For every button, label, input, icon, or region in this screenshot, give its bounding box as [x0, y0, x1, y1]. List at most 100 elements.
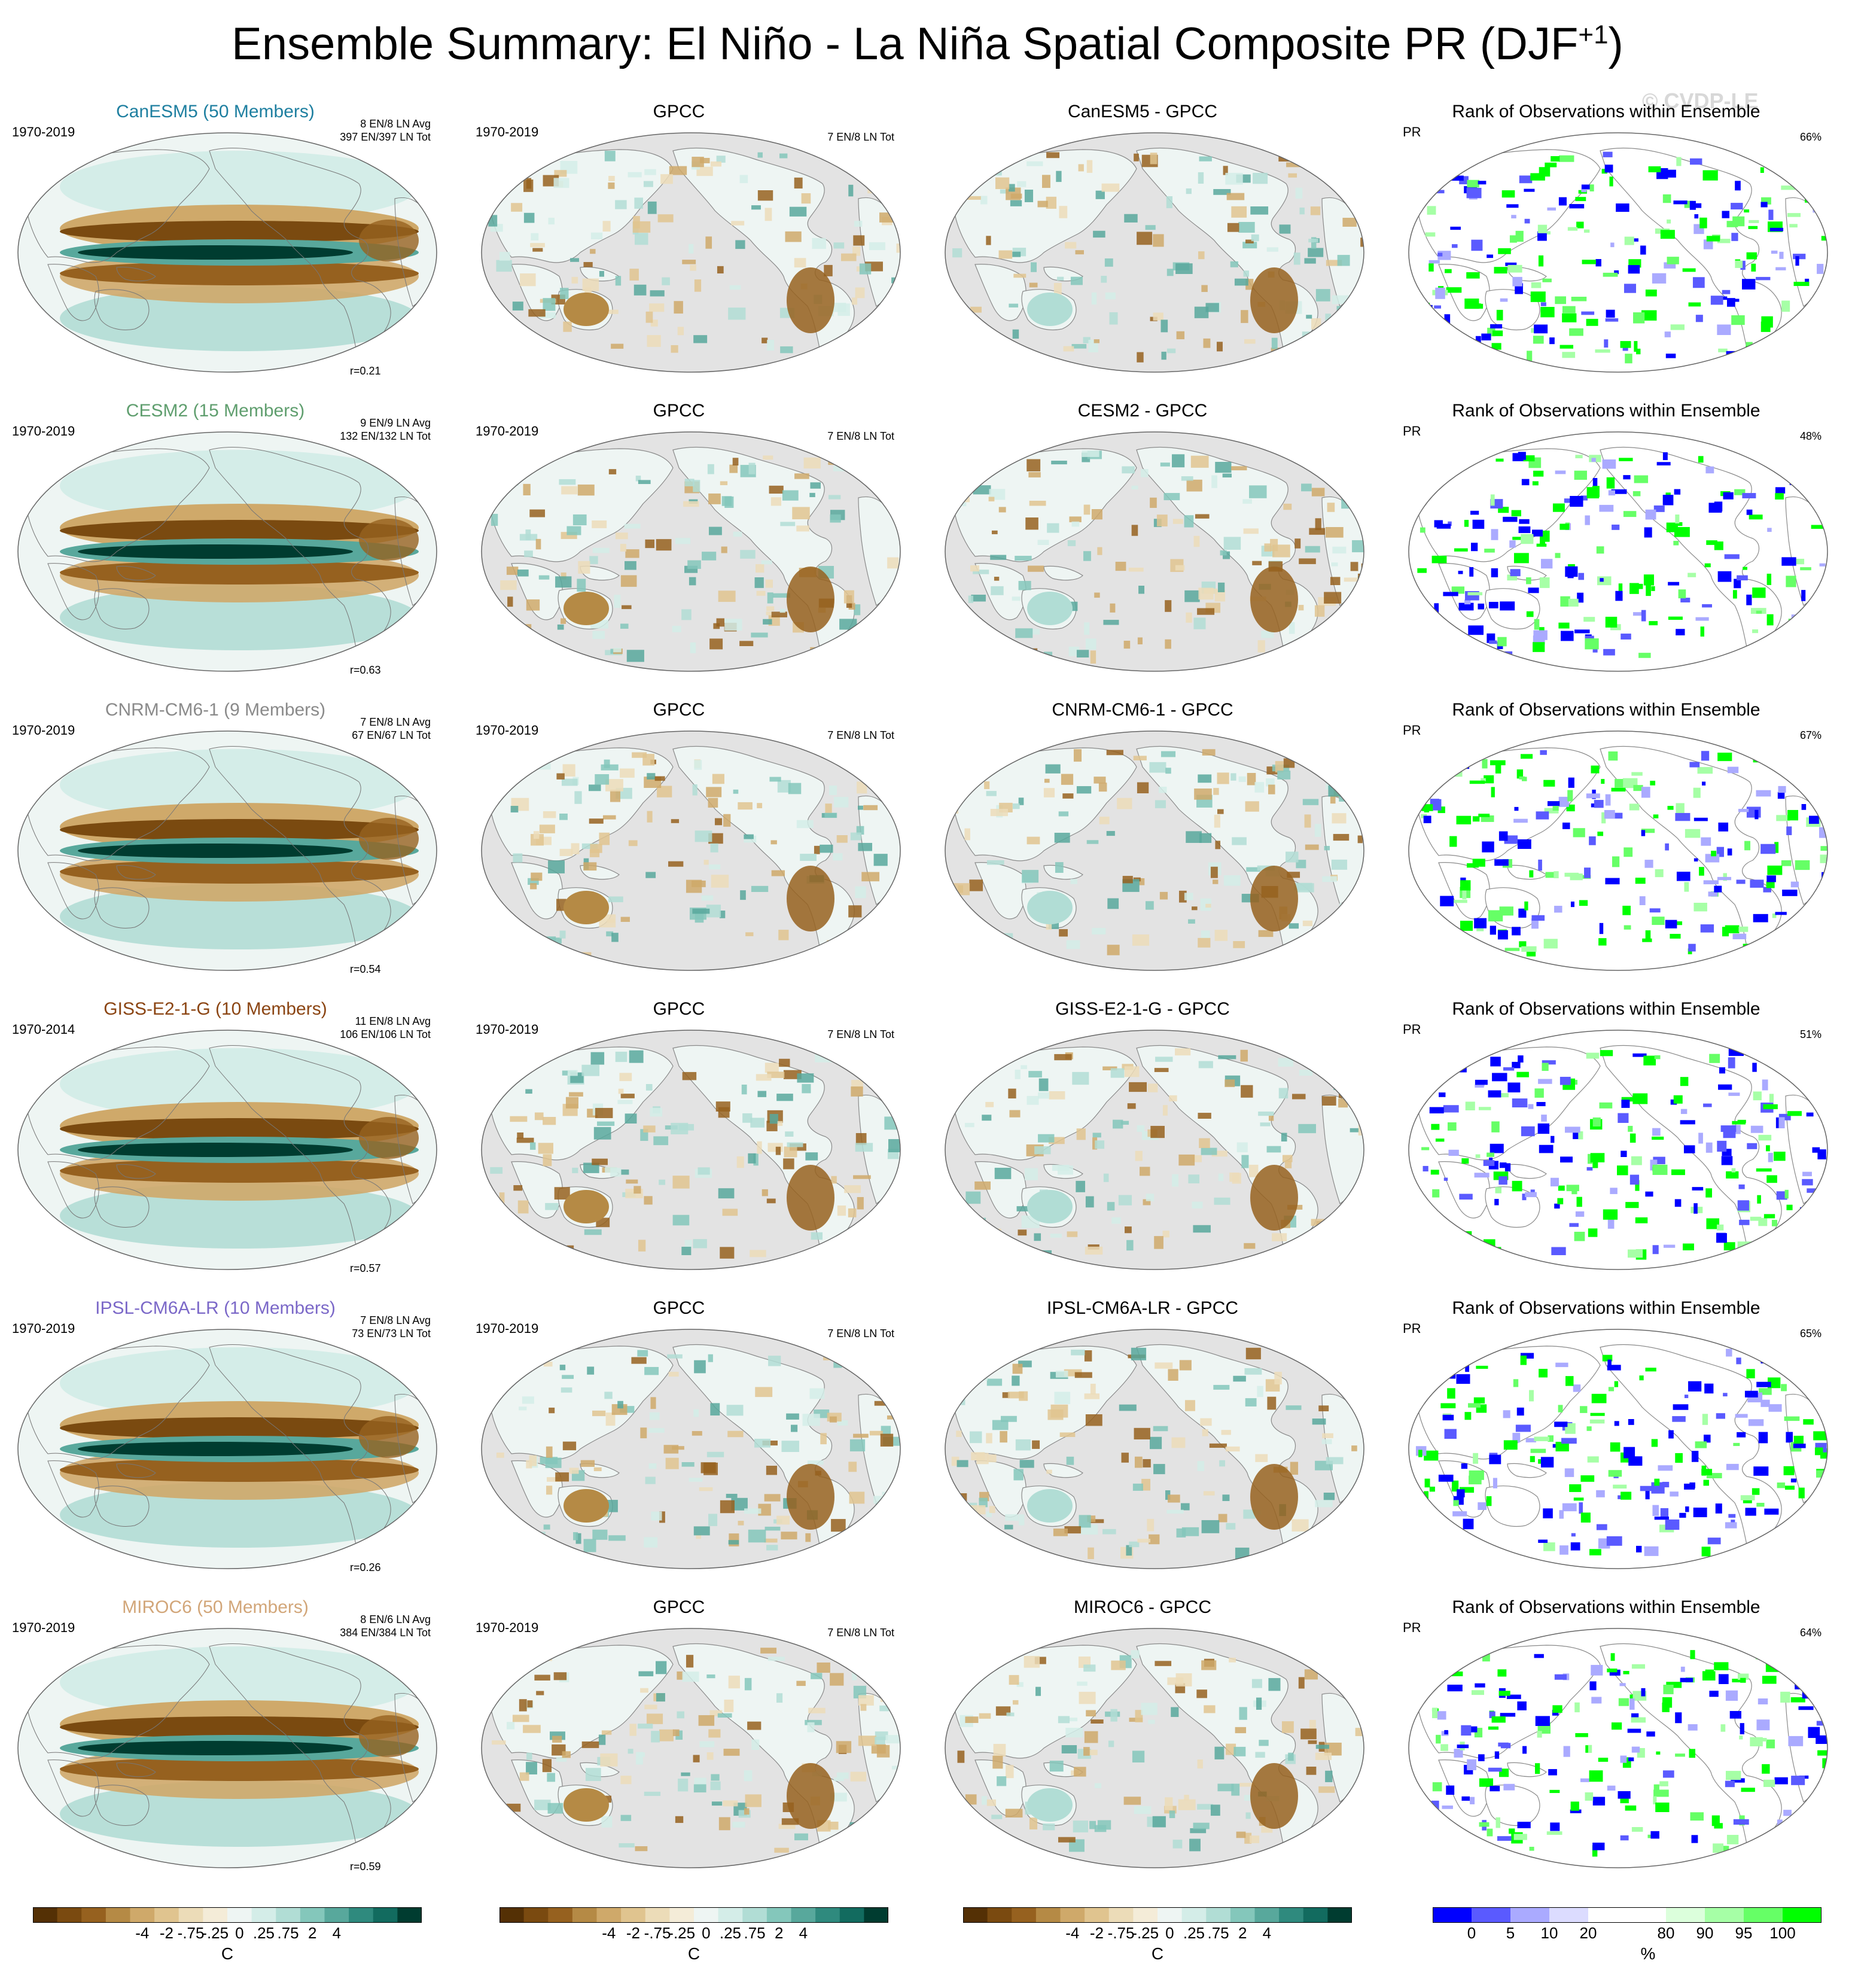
colorbar-swatch	[1035, 1907, 1061, 1923]
stats-avg: 8 EN/8 LN Avg	[360, 118, 431, 130]
stats-total: 67 EN/67 LN Tot	[352, 729, 431, 741]
rank-title: Rank of Observations within Ensemble	[1452, 999, 1760, 1019]
panel-obs-3: GPCC 1970-2019 7 EN/8 LN Tot	[464, 688, 930, 975]
colorbar-unit: C	[221, 1944, 234, 1963]
colorbar-swatch	[203, 1907, 228, 1923]
rank-percent: 66%	[1799, 131, 1822, 143]
colorbar-tick-label: -.75	[1107, 1924, 1135, 1942]
colorbar-tick-label: .25	[1183, 1924, 1205, 1942]
colorbar-swatches	[963, 1907, 1353, 1923]
period-label: 1970-2019	[12, 424, 75, 439]
pattern-correlation: r=0.26	[350, 1561, 381, 1573]
panel-diff-1: CanESM5 - GPCC	[927, 90, 1394, 377]
rank-percent: 51%	[1799, 1028, 1822, 1040]
period-label: 1970-2019	[476, 1321, 539, 1336]
watermark: © CVDP-LE	[1642, 89, 1759, 113]
panel-model-3: CNRM-CM6-1 (9 Members) 1970-2019 7 EN/8 LN…	[0, 688, 467, 975]
colorbar-swatch	[1133, 1907, 1158, 1923]
colorbar-swatch	[1108, 1907, 1134, 1923]
stats-avg: 8 EN/6 LN Avg	[360, 1613, 431, 1625]
precip-map	[945, 730, 1364, 971]
colorbar-swatch	[33, 1907, 58, 1923]
panel-obs-4: GPCC 1970-2019 7 EN/8 LN Tot	[464, 987, 930, 1274]
colorbar-swatch	[1230, 1907, 1255, 1923]
colorbar-tick-label: .75	[277, 1924, 299, 1942]
pattern-correlation: r=0.21	[350, 365, 381, 377]
diff-title: CanESM5 - GPCC	[1067, 102, 1218, 121]
rank-title: Rank of Observations within Ensemble	[1452, 1597, 1760, 1617]
colorbar-tick-label: 0	[235, 1924, 244, 1942]
panel-diff-3: CNRM-CM6-1 - GPCC	[927, 688, 1394, 975]
colorbar-swatch	[57, 1907, 82, 1923]
colorbar-tick-label: -4	[1065, 1924, 1080, 1942]
colorbar-tick-label: -.75	[177, 1924, 205, 1942]
diff-title: IPSL-CM6A-LR - GPCC	[1046, 1298, 1239, 1318]
model-title: IPSL-CM6A-LR (10 Members)	[95, 1298, 336, 1318]
colorbar-tick-label: 2	[307, 1924, 317, 1942]
stats-avg: 11 EN/8 LN Avg	[355, 1015, 431, 1027]
panel-rank-2: Rank of Observations within Ensemble PR 48…	[1391, 389, 1855, 676]
composite-stats: 9 EN/9 LN Avg 132 EN/132 LN Tot	[340, 416, 431, 443]
colorbar-tick-label: -.75	[644, 1924, 671, 1942]
precip-map	[481, 431, 901, 672]
panel-obs-6: GPCC 1970-2019 7 EN/8 LN Tot	[464, 1585, 930, 1873]
precip-map	[945, 1329, 1364, 1569]
colorbar-swatch	[669, 1907, 695, 1923]
panel-obs-2: GPCC 1970-2019 7 EN/8 LN Tot	[464, 389, 930, 676]
colorbar-swatch	[300, 1907, 325, 1923]
colorbar-swatch	[251, 1907, 276, 1923]
stats-avg: 7 EN/8 LN Avg	[360, 716, 431, 728]
colorbar-swatch	[596, 1907, 622, 1923]
precip-map	[17, 132, 437, 373]
colorbar-swatch	[1433, 1907, 1472, 1923]
colorbar-swatch	[349, 1907, 374, 1923]
rank-percent: 67%	[1799, 729, 1822, 741]
diff-title: CNRM-CM6-1 - GPCC	[1052, 700, 1233, 720]
variable-label: PR	[1403, 723, 1421, 738]
composite-stats: 8 EN/8 LN Avg 397 EN/397 LN Tot	[340, 117, 431, 144]
precip-map	[481, 1030, 901, 1270]
panel-rank-6: Rank of Observations within Ensemble PR 64…	[1391, 1585, 1855, 1873]
colorbar-swatch	[742, 1907, 767, 1923]
panel-model-1: CanESM5 (50 Members) 1970-2019 8 EN/8 LN A…	[0, 90, 467, 377]
colorbar-swatch	[621, 1907, 646, 1923]
period-label: 1970-2019	[476, 124, 539, 139]
colorbar-swatch	[645, 1907, 670, 1923]
precip-map	[481, 730, 901, 971]
panel-diff-4: GISS-E2-1-G - GPCC	[927, 987, 1394, 1274]
colorbar-tick-label: -2	[626, 1924, 640, 1942]
variable-label: PR	[1403, 424, 1421, 439]
colorbar-tick-label: 90	[1696, 1924, 1714, 1942]
colorbar-swatch	[1666, 1907, 1705, 1923]
diff-title: CESM2 - GPCC	[1077, 401, 1208, 421]
colorbar-unit: C	[687, 1944, 700, 1963]
composite-stats: 7 EN/8 LN Tot	[827, 729, 894, 741]
composite-stats: 7 EN/8 LN Tot	[827, 1328, 894, 1339]
precip-map	[481, 1628, 901, 1868]
colorbar-swatch	[227, 1907, 252, 1923]
colorbar-swatch	[718, 1907, 743, 1923]
rank-title: Rank of Observations within Ensemble	[1452, 700, 1760, 720]
period-label: 1970-2019	[476, 1620, 539, 1635]
colorbar-swatch	[1085, 1907, 1110, 1923]
colorbar-swatch	[1627, 1907, 1667, 1923]
precip-map	[17, 1329, 437, 1569]
colorbar-swatch	[1705, 1907, 1744, 1923]
precip-map	[481, 132, 901, 373]
colorbar-swatch	[154, 1907, 179, 1923]
rank-percent: 64%	[1799, 1627, 1822, 1639]
colorbar-precip: -4 -2 -.75 -.25 0 .25.75 2 4 C	[33, 1907, 422, 1979]
rank-map	[1408, 431, 1828, 672]
colorbar-swatch	[1783, 1907, 1822, 1923]
colorbar-precip: -4 -2 -.75 -.25 0 .25.75 2 4 C	[499, 1907, 889, 1979]
colorbar-swatch	[1279, 1907, 1304, 1923]
colorbar-unit: %	[1640, 1944, 1656, 1963]
colorbar-swatch	[397, 1907, 422, 1923]
colorbar-tick-label: 4	[1262, 1924, 1272, 1942]
colorbar-swatch	[81, 1907, 106, 1923]
period-label: 1970-2014	[12, 1022, 75, 1037]
period-label: 1970-2019	[476, 424, 539, 439]
colorbar-swatch	[324, 1907, 349, 1923]
composite-stats: 7 EN/8 LN Tot	[827, 131, 894, 143]
precip-map	[481, 1329, 901, 1569]
